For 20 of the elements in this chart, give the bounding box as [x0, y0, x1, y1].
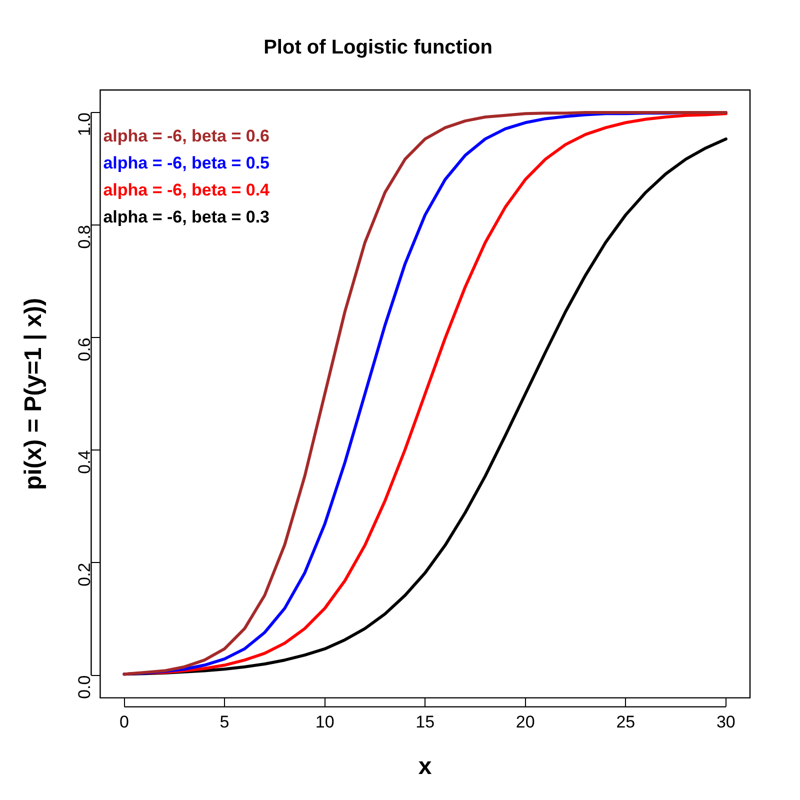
y-tick-label: 1.0 — [74, 112, 94, 136]
y-tick-label: 0.4 — [74, 450, 94, 474]
x-tick-label: 25 — [616, 712, 636, 732]
x-tick-label: 5 — [220, 712, 230, 732]
x-tick-label: 20 — [516, 712, 535, 732]
text: alpha = -6, beta = 0.5 — [103, 154, 270, 173]
y-tick-label: 0.0 — [74, 675, 94, 699]
x-tick-label: 0 — [120, 712, 129, 732]
text: alpha = -6, beta = 0.4 — [103, 180, 270, 200]
y-tick-label: 0.8 — [74, 225, 94, 249]
y-axis-title: pi(x) = P(y=1 | x)) — [20, 298, 48, 490]
y-tick-label: 0.6 — [74, 338, 94, 362]
text: alpha = -6, beta = 0.3 — [103, 208, 270, 227]
x-tick-label: 15 — [416, 712, 435, 732]
x-tick-label: 10 — [315, 712, 334, 732]
x-tick-label: 30 — [716, 712, 736, 732]
text: alpha = -6, beta = 0.6 — [103, 126, 270, 146]
y-tick-label: 0.2 — [74, 562, 94, 586]
chart-title: Plot of Logistic function — [264, 36, 492, 59]
x-axis-title: x — [418, 753, 432, 780]
